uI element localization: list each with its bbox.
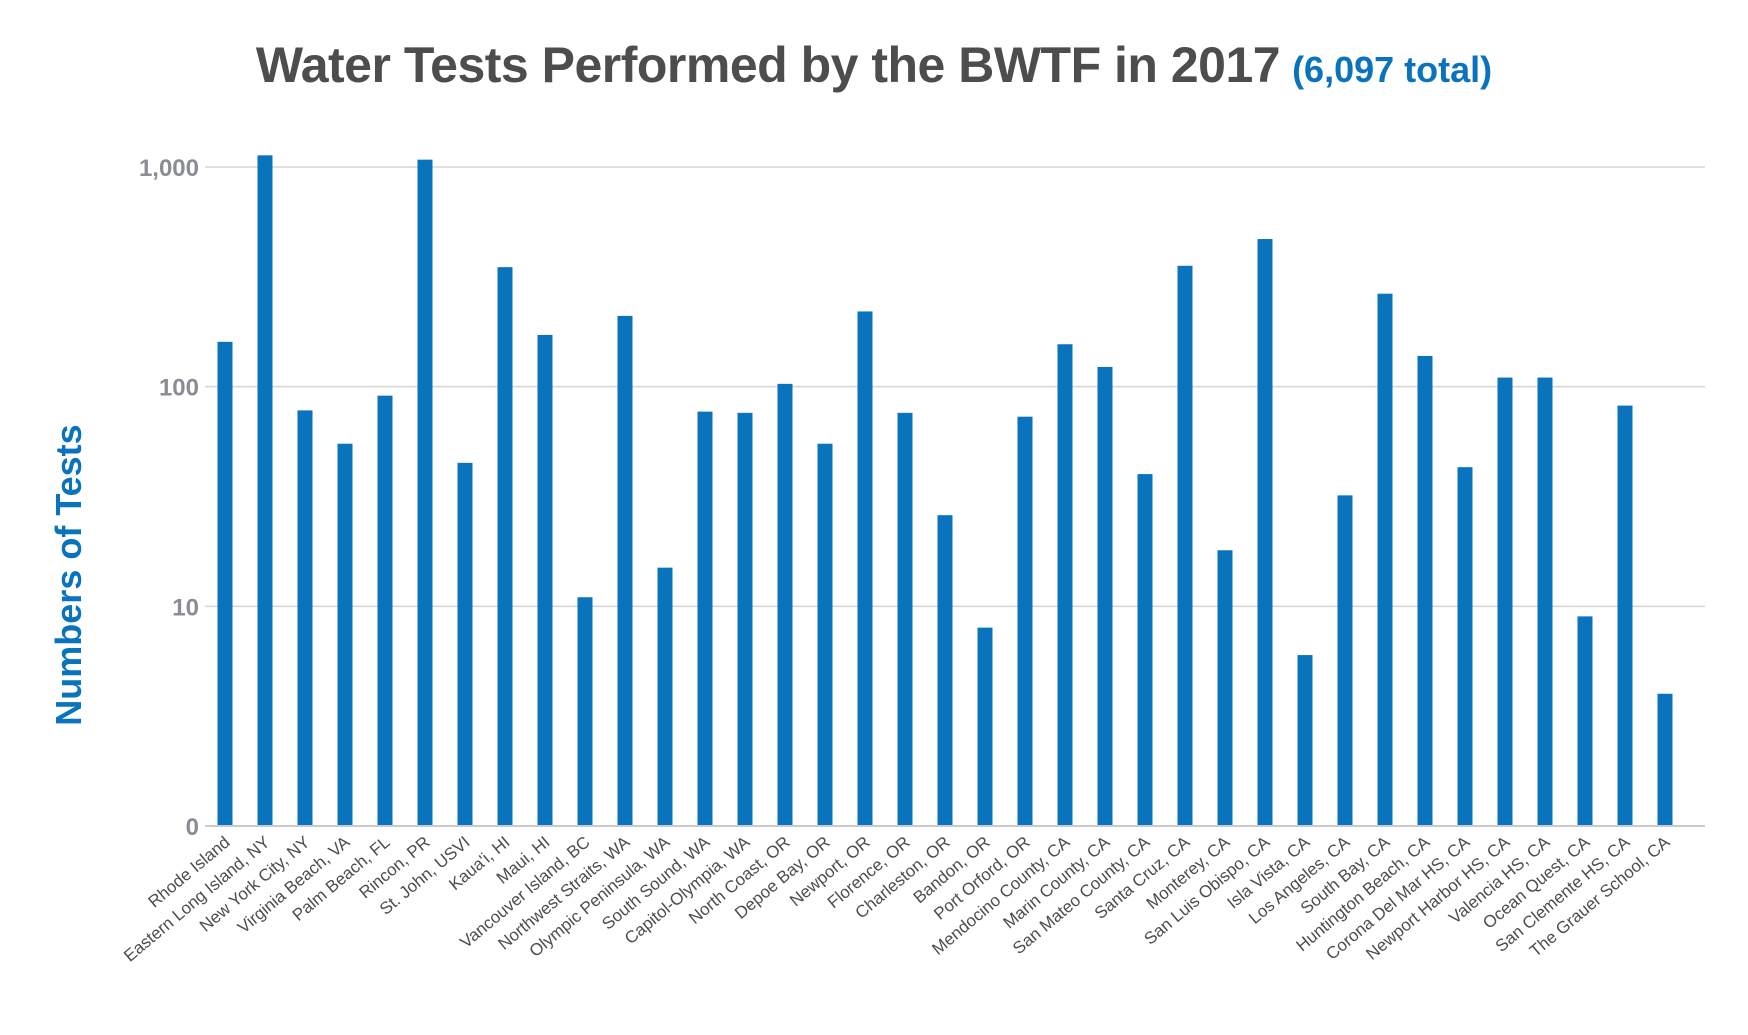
bar [1297, 655, 1313, 826]
bar [1497, 377, 1513, 826]
bar [337, 443, 353, 826]
y-tick-label: 0 [186, 814, 199, 841]
bar [1337, 495, 1353, 826]
bar [1417, 355, 1433, 826]
bar [777, 383, 793, 826]
chart-subtitle: (6,097 total) [1292, 49, 1493, 90]
chart-title: Water Tests Performed by the BWTF in 201… [255, 37, 1281, 93]
bar [1657, 693, 1673, 826]
bar [257, 155, 273, 826]
bar [577, 597, 593, 826]
bar [497, 267, 513, 826]
bar [1177, 265, 1193, 827]
chart-title-block: Water Tests Performed by the BWTF in 201… [0, 36, 1748, 94]
bar [977, 627, 993, 826]
bar [697, 411, 713, 826]
y-tick-label: 1,000 [139, 155, 199, 182]
y-tick-label: 10 [172, 594, 199, 621]
bar [417, 159, 433, 827]
y-tick-label: 100 [159, 375, 199, 402]
bar [817, 443, 833, 826]
bar [937, 515, 953, 826]
bar [1057, 344, 1073, 826]
bar [1137, 474, 1153, 826]
bar [217, 341, 233, 826]
gridlines [205, 166, 1705, 608]
bars [217, 155, 1673, 827]
bar [1217, 550, 1233, 826]
bar [617, 315, 633, 826]
bar [377, 395, 393, 826]
bar [1017, 416, 1033, 826]
bar [1377, 293, 1393, 826]
bar [1617, 405, 1633, 826]
bar [737, 412, 753, 826]
y-axis-ticks: 0 10 100 1,000 [139, 155, 199, 841]
bar [897, 412, 913, 826]
bar [297, 410, 313, 826]
bar [1097, 366, 1113, 826]
bar [1457, 467, 1473, 826]
bar [857, 311, 873, 826]
bar [1257, 239, 1273, 826]
bar [1577, 616, 1593, 826]
bar [657, 567, 673, 826]
bar [457, 462, 473, 826]
bar [1537, 377, 1553, 826]
bar [537, 334, 553, 826]
